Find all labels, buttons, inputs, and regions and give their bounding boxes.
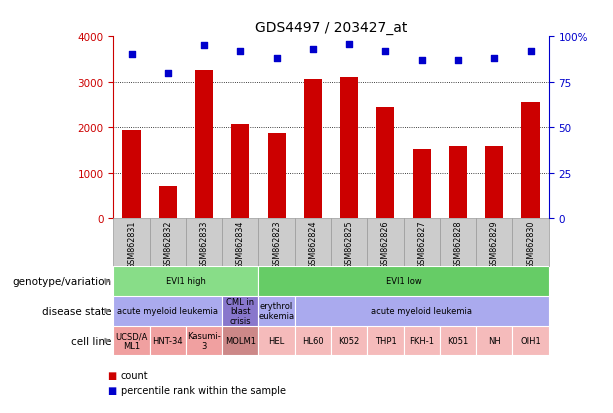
Point bbox=[381, 48, 390, 55]
Text: erythrol
eukemia: erythrol eukemia bbox=[259, 301, 295, 320]
Bar bbox=[367, 326, 403, 356]
Bar bbox=[150, 326, 186, 356]
Bar bbox=[367, 219, 403, 266]
Text: FKH-1: FKH-1 bbox=[409, 336, 434, 345]
Bar bbox=[259, 219, 295, 266]
Text: HNT-34: HNT-34 bbox=[153, 336, 183, 345]
Bar bbox=[512, 219, 549, 266]
Bar bbox=[222, 296, 259, 326]
Text: EVI1 low: EVI1 low bbox=[386, 277, 421, 286]
Bar bbox=[485, 146, 503, 219]
Text: HEL: HEL bbox=[268, 336, 285, 345]
Text: K051: K051 bbox=[447, 336, 468, 345]
Point bbox=[272, 56, 281, 62]
Text: GSM862823: GSM862823 bbox=[272, 220, 281, 269]
Bar bbox=[340, 78, 358, 219]
Bar bbox=[113, 296, 222, 326]
Text: count: count bbox=[121, 370, 148, 380]
Bar bbox=[159, 186, 177, 219]
Text: GSM862830: GSM862830 bbox=[526, 220, 535, 268]
Bar bbox=[295, 219, 331, 266]
Text: GSM862833: GSM862833 bbox=[200, 220, 208, 268]
Point bbox=[525, 48, 535, 55]
Bar bbox=[222, 326, 259, 356]
Bar bbox=[440, 219, 476, 266]
Text: THP1: THP1 bbox=[375, 336, 396, 345]
Point bbox=[127, 52, 137, 59]
Text: GSM862832: GSM862832 bbox=[163, 220, 172, 269]
Bar bbox=[113, 266, 259, 296]
Point bbox=[199, 43, 209, 50]
Bar bbox=[512, 326, 549, 356]
Text: GSM862825: GSM862825 bbox=[345, 220, 354, 269]
Text: MOLM1: MOLM1 bbox=[225, 336, 256, 345]
Text: acute myeloid leukemia: acute myeloid leukemia bbox=[371, 306, 472, 316]
Text: ■: ■ bbox=[107, 385, 116, 395]
Text: percentile rank within the sample: percentile rank within the sample bbox=[121, 385, 286, 395]
Bar bbox=[123, 131, 140, 219]
Bar bbox=[259, 266, 549, 296]
Bar bbox=[522, 103, 539, 219]
Point bbox=[345, 41, 354, 48]
Text: K052: K052 bbox=[338, 336, 360, 345]
Bar bbox=[376, 107, 395, 219]
Text: cell line: cell line bbox=[71, 336, 112, 346]
Text: CML in
blast
crisis: CML in blast crisis bbox=[226, 297, 254, 325]
Text: GSM862834: GSM862834 bbox=[236, 220, 245, 268]
Text: UCSD/A
ML1: UCSD/A ML1 bbox=[115, 331, 148, 350]
Text: EVI1 high: EVI1 high bbox=[166, 277, 206, 286]
Text: HL60: HL60 bbox=[302, 336, 324, 345]
Text: GSM862824: GSM862824 bbox=[308, 220, 318, 269]
Bar bbox=[476, 326, 512, 356]
Text: Kasumi-
3: Kasumi- 3 bbox=[187, 331, 221, 350]
Bar bbox=[413, 150, 431, 219]
Bar bbox=[449, 147, 467, 219]
Bar bbox=[267, 134, 286, 219]
Bar bbox=[186, 219, 222, 266]
Bar bbox=[231, 125, 249, 219]
Text: GSM862829: GSM862829 bbox=[490, 220, 499, 269]
Text: genotype/variation: genotype/variation bbox=[12, 276, 112, 286]
Bar bbox=[304, 80, 322, 219]
Text: ■: ■ bbox=[107, 370, 116, 380]
Text: GSM862828: GSM862828 bbox=[454, 220, 462, 269]
Bar bbox=[186, 326, 222, 356]
Bar bbox=[440, 326, 476, 356]
Bar bbox=[403, 219, 440, 266]
Bar bbox=[150, 219, 186, 266]
Text: disease state: disease state bbox=[42, 306, 112, 316]
Bar bbox=[259, 326, 295, 356]
Text: NH: NH bbox=[488, 336, 501, 345]
Bar bbox=[295, 296, 549, 326]
Bar bbox=[195, 70, 213, 219]
Point bbox=[308, 47, 318, 53]
Text: acute myeloid leukemia: acute myeloid leukemia bbox=[117, 306, 218, 316]
Text: GSM862831: GSM862831 bbox=[127, 220, 136, 268]
Point bbox=[163, 70, 173, 77]
Bar bbox=[295, 326, 331, 356]
Point bbox=[489, 56, 499, 62]
Bar bbox=[113, 326, 150, 356]
Point bbox=[453, 57, 463, 64]
Text: OIH1: OIH1 bbox=[520, 336, 541, 345]
Bar bbox=[222, 219, 259, 266]
Text: GSM862827: GSM862827 bbox=[417, 220, 426, 269]
Text: GSM862826: GSM862826 bbox=[381, 220, 390, 269]
Bar bbox=[403, 326, 440, 356]
Bar bbox=[259, 296, 295, 326]
Point bbox=[235, 48, 245, 55]
Title: GDS4497 / 203427_at: GDS4497 / 203427_at bbox=[255, 21, 407, 35]
Point bbox=[417, 57, 427, 64]
Bar bbox=[113, 219, 150, 266]
Bar bbox=[331, 219, 367, 266]
Bar bbox=[476, 219, 512, 266]
Bar bbox=[331, 326, 367, 356]
